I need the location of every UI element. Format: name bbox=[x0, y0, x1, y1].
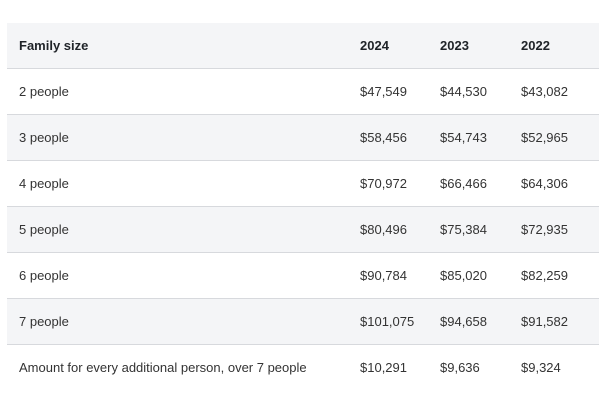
amount-2024-cell: $58,456 bbox=[360, 114, 440, 161]
amount-2024-cell: $10,291 bbox=[360, 360, 407, 375]
header-family-size: Family size bbox=[7, 23, 360, 69]
amount-2024-cell: $90,784 bbox=[360, 252, 440, 299]
table-row: 4 people $70,972 $66,466 $64,306 bbox=[7, 160, 599, 207]
amount-2023-cell: $66,466 bbox=[440, 160, 521, 207]
amount-2023-cell: $85,020 bbox=[440, 252, 521, 299]
amount-2022-cell: $72,935 bbox=[521, 206, 599, 253]
amount-2023-cell: $44,530 bbox=[440, 68, 521, 115]
amount-2024-cell: $80,496 bbox=[360, 206, 440, 253]
amount-2022-cell: $9,324 bbox=[521, 360, 561, 375]
table-row: 2 people $47,549 $44,530 $43,082 bbox=[7, 68, 599, 115]
family-size-cell: 3 people bbox=[7, 114, 360, 161]
amount-2022-cell: $52,965 bbox=[521, 114, 599, 161]
income-limits-table: Family size 2024 2023 2022 2 people $47,… bbox=[7, 23, 599, 390]
family-size-cell: 7 people bbox=[7, 298, 360, 345]
amount-2024-cell: $47,549 bbox=[360, 68, 440, 115]
amount-2023-cell: $75,384 bbox=[440, 206, 521, 253]
amount-2022-cell: $91,582 bbox=[521, 298, 599, 345]
family-size-cell: 6 people bbox=[7, 252, 360, 299]
amount-2024-cell: $70,972 bbox=[360, 160, 440, 207]
amount-2023-cell: $54,743 bbox=[440, 114, 521, 161]
amount-2023-cell: $9,636 bbox=[440, 360, 480, 375]
table-row: 7 people $101,075 $94,658 $91,582 bbox=[7, 298, 599, 345]
family-size-cell: Amount for every additional person, over… bbox=[19, 360, 307, 375]
amount-2024-cell: $101,075 bbox=[360, 298, 440, 345]
family-size-cell: 4 people bbox=[7, 160, 360, 207]
amount-2022-cell: $64,306 bbox=[521, 160, 599, 207]
family-size-cell: 5 people bbox=[7, 206, 360, 253]
table-row: 5 people $80,496 $75,384 $72,935 bbox=[7, 206, 599, 253]
header-2022: 2022 bbox=[521, 23, 599, 69]
amount-2022-cell: $82,259 bbox=[521, 252, 599, 299]
family-size-cell: 2 people bbox=[7, 68, 360, 115]
amount-2022-cell: $43,082 bbox=[521, 68, 599, 115]
header-2024: 2024 bbox=[360, 23, 440, 69]
table-row: 6 people $90,784 $85,020 $82,259 bbox=[7, 252, 599, 299]
header-2023: 2023 bbox=[440, 23, 521, 69]
table-row: 3 people $58,456 $54,743 $52,965 bbox=[7, 114, 599, 161]
income-limits-table-container: Family size 2024 2023 2022 2 people $47,… bbox=[7, 23, 599, 390]
table-row: Amount for every additional person, over… bbox=[7, 344, 599, 390]
table-header-row: Family size 2024 2023 2022 bbox=[7, 23, 599, 69]
amount-2023-cell: $94,658 bbox=[440, 298, 521, 345]
